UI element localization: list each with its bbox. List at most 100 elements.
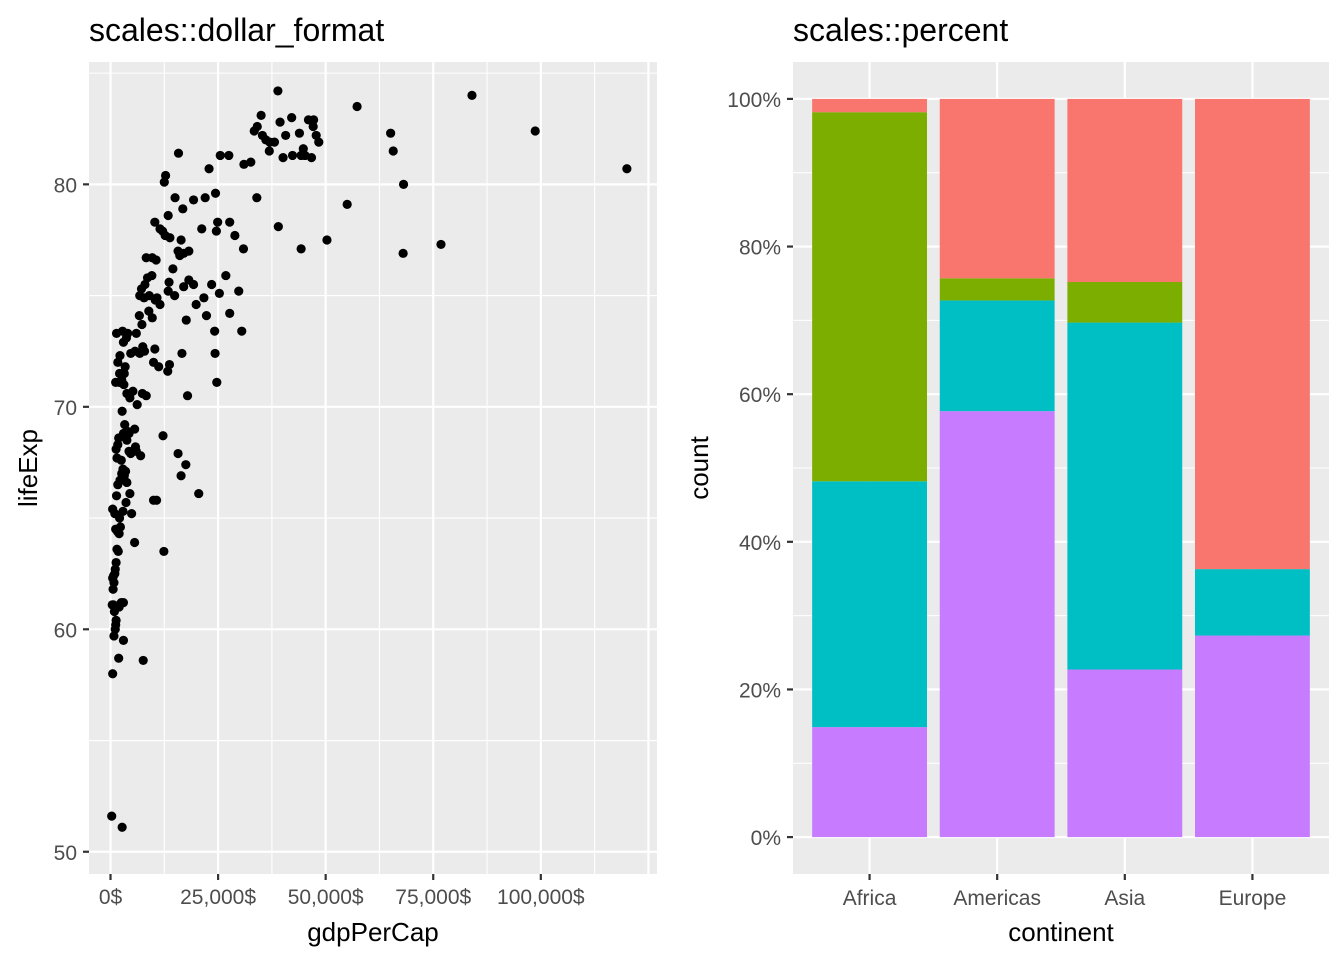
scatter-point — [296, 150, 306, 161]
scatter-point — [225, 217, 235, 227]
scatter-point — [275, 117, 285, 127]
scatter-point — [110, 564, 120, 574]
scatter-point — [170, 193, 180, 203]
scatter-point — [264, 146, 274, 156]
scatter-point — [257, 130, 268, 141]
scatter-point — [107, 811, 117, 821]
scatter-point — [127, 509, 137, 519]
scatter-point — [278, 153, 288, 163]
scatter-title: scales::dollar_format — [89, 12, 384, 48]
scatter-point — [182, 391, 193, 401]
scatter-point — [230, 230, 240, 241]
scatter-point — [308, 121, 318, 132]
scatter-point — [273, 86, 283, 96]
scatter-point — [179, 282, 189, 292]
bar-segment — [1067, 669, 1183, 838]
scatter-point — [168, 264, 178, 274]
scatter-gridlines — [89, 62, 657, 874]
scatter-point — [246, 157, 256, 167]
scatter-point — [155, 299, 165, 310]
bar-segment — [1067, 322, 1183, 670]
scatter-point — [163, 366, 173, 376]
bar-segment — [939, 278, 1055, 301]
scatter-point — [150, 344, 160, 354]
scatter-point — [163, 286, 173, 296]
bar-segment — [1195, 635, 1310, 838]
scatter-point — [141, 391, 151, 401]
scatter-point — [147, 270, 157, 281]
scatter-point — [314, 137, 324, 147]
scatter-point — [238, 244, 249, 254]
scatter-point — [118, 635, 129, 646]
scatter-x-tick-label: 75,000$ — [395, 886, 471, 909]
scatter-y-axis-title: lifeExp — [13, 429, 43, 507]
scatter-point — [214, 288, 224, 298]
scatter-point — [130, 537, 140, 548]
scatter-point — [147, 313, 157, 323]
scatter-point — [173, 448, 183, 459]
scatter-point — [175, 250, 185, 261]
scatter-point — [137, 319, 147, 330]
bar-x-tick-label: Americas — [953, 887, 1041, 910]
scatter-point — [118, 506, 128, 516]
scatter-point — [122, 477, 132, 488]
scatter-points — [107, 86, 632, 832]
bar-segment — [939, 411, 1055, 838]
bar-x-tick-label: Europe — [1219, 887, 1287, 910]
scatter-point — [112, 544, 122, 554]
bar-segment — [812, 481, 927, 728]
scatter-point — [287, 113, 297, 123]
bar-x-tick-label: Africa — [843, 887, 897, 910]
scatter-point — [112, 453, 122, 463]
scatter-point — [309, 115, 319, 125]
scatter-point — [199, 293, 209, 303]
scatter-point — [234, 286, 244, 296]
scatter-point — [151, 495, 162, 505]
scatter-point — [281, 130, 291, 141]
scatter-point — [352, 101, 362, 112]
scatter-point — [151, 255, 161, 265]
scatter-point — [322, 235, 332, 245]
scatter-point — [148, 357, 159, 367]
scatter-x-tick-label: 25,000$ — [180, 886, 256, 909]
scatter-x-tick-label: 0$ — [99, 886, 123, 909]
scatter-point — [163, 210, 173, 221]
scatter-point — [181, 460, 191, 470]
scatter-x-axis-title: gdpPerCap — [307, 917, 439, 947]
scatter-point — [121, 497, 131, 508]
scatter-point — [111, 328, 122, 339]
scatter-point — [134, 311, 144, 321]
bar-segment — [812, 727, 927, 838]
bar-segment — [1195, 569, 1310, 636]
scatter-point — [160, 170, 171, 181]
scatter-point — [201, 311, 212, 321]
bar-y-tick-label: 100% — [727, 89, 781, 112]
scatter-point — [225, 308, 235, 318]
scatter-point — [398, 179, 409, 189]
scatter-point — [176, 471, 186, 481]
scatter-point — [197, 224, 207, 234]
scatter-point — [120, 362, 130, 372]
scatter-point — [109, 631, 119, 641]
scatter-point — [108, 669, 118, 679]
bar-segment — [1195, 98, 1310, 570]
scatter-point — [224, 150, 234, 161]
scatter-point — [207, 279, 217, 290]
scatter-point — [108, 504, 118, 514]
scatter-point — [117, 822, 127, 832]
scatter-point — [178, 204, 188, 214]
bar-segments — [812, 98, 1310, 838]
scatter-y-tick-label: 60 — [54, 619, 77, 642]
scatter-point — [164, 277, 174, 287]
scatter-point — [467, 90, 477, 100]
scatter-y-tick-label: 70 — [54, 397, 77, 420]
scatter-point — [622, 164, 632, 174]
scatter-point — [130, 424, 140, 434]
scatter-point — [210, 188, 221, 198]
bar-y-tick-label: 20% — [739, 679, 781, 702]
scatter-point — [108, 573, 118, 583]
scatter-point — [221, 270, 231, 281]
scatter-point — [342, 199, 352, 209]
scatter-point — [287, 150, 298, 161]
